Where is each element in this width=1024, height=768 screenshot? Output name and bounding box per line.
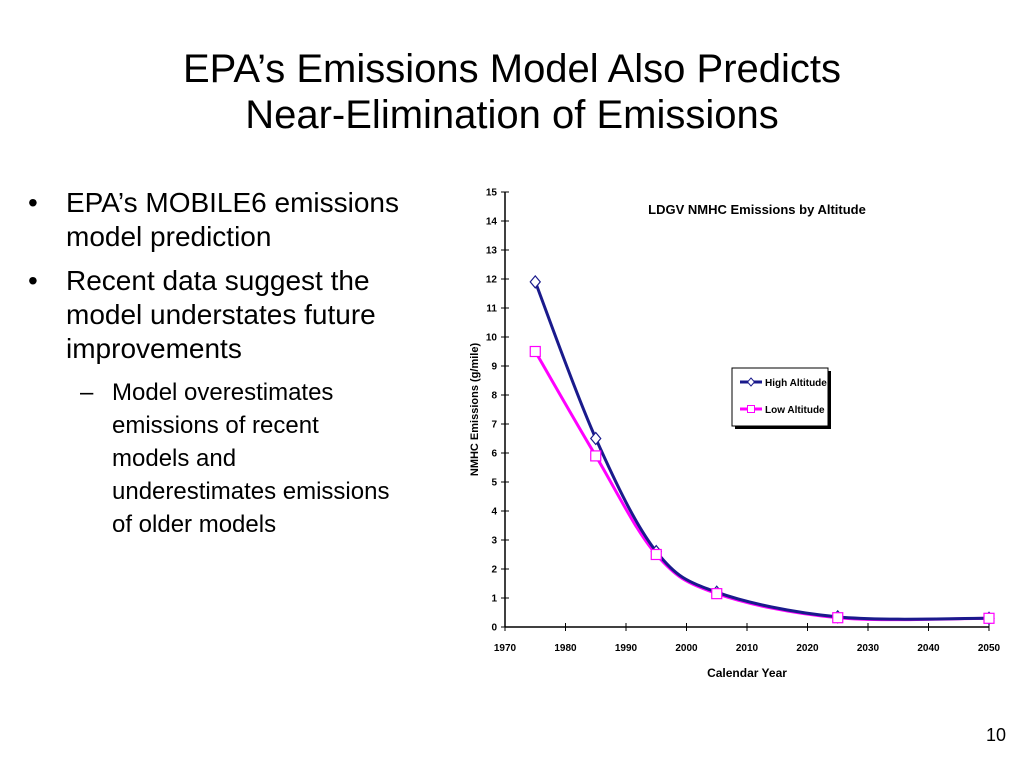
y-tick-label: 8 (491, 391, 497, 402)
x-tick-label: 2010 (736, 643, 759, 654)
x-tick-label: 2050 (978, 643, 1001, 654)
bullet-text: Recent data suggest the model understate… (66, 265, 376, 364)
x-tick-label: 2040 (917, 643, 940, 654)
y-tick-label: 6 (491, 449, 497, 460)
y-tick-label: 7 (491, 420, 497, 431)
emissions-chart: 0 1 2 3 4 5 6 7 8 9 10 11 12 13 14 15 1970 1980 1990 2000 20… (460, 180, 1020, 700)
page-number: 10 (985, 725, 1006, 745)
legend-box (731, 367, 829, 427)
x-tick-label: 1970 (494, 643, 517, 654)
sub-bullet-text: Model overestimates emissions of recent … (112, 379, 390, 538)
y-tick-label: 11 (486, 304, 497, 315)
legend-marker (747, 405, 755, 413)
data-point (589, 431, 602, 446)
legend-label: Low Altitude (765, 405, 825, 416)
y-tick-label: 13 (486, 246, 498, 257)
sub-bullet-item: – Model overestimates emissions of recen… (66, 376, 402, 541)
bullet-marker: • (28, 265, 38, 296)
y-tick-label: 14 (486, 217, 498, 228)
x-tick-label: 2030 (857, 643, 880, 654)
x-tick-label: 1990 (615, 643, 638, 654)
bullet-list: • EPA’s MOBILE6 emissions model predicti… (28, 186, 428, 541)
y-tick-label: 9 (491, 362, 497, 373)
y-tick-label: 2 (491, 565, 497, 576)
x-tick-label: 1980 (554, 643, 577, 654)
data-point (650, 548, 662, 561)
data-point (529, 274, 542, 289)
data-point (832, 612, 844, 624)
y-tick-label: 15 (486, 188, 498, 199)
sub-bullet-marker: – (80, 379, 94, 406)
y-tick-label: 1 (491, 594, 497, 605)
data-point (529, 345, 541, 358)
data-point (590, 450, 602, 462)
slide-title: EPA’s Emissions Model Also Predicts Near… (60, 46, 964, 138)
y-tick-label: 12 (486, 275, 498, 286)
legend-label: High Altitude (765, 378, 827, 389)
y-tick-label: 0 (491, 623, 497, 634)
legend-marker (746, 377, 756, 387)
x-tick-label: 2020 (796, 643, 819, 654)
bullet-item: • EPA’s MOBILE6 emissions model predicti… (28, 186, 428, 254)
x-tick-label: 2000 (675, 643, 698, 654)
slide-title-line-1: EPA’s Emissions Model Also Predicts (182, 47, 842, 91)
chart-title: LDGV NMHC Emissions by Altitude (648, 202, 866, 217)
series-line (533, 281, 990, 621)
x-axis-label: Calendar Year (707, 666, 787, 680)
y-tick-label: 10 (486, 333, 498, 344)
data-point (711, 588, 723, 600)
y-tick-label: 3 (491, 536, 497, 547)
bullet-marker: • (28, 187, 38, 218)
slide-title-line-2: Near-Elimination of Emissions (245, 93, 779, 137)
bullet-text: EPA’s MOBILE6 emissions model prediction (66, 187, 400, 252)
y-tick-label: 5 (491, 478, 497, 489)
data-point (983, 612, 995, 624)
y-tick-label: 4 (491, 507, 497, 518)
bullet-item: • Recent data suggest the model understa… (28, 264, 428, 366)
y-axis-label: NMHC Emissions (g/mile) (469, 343, 481, 477)
